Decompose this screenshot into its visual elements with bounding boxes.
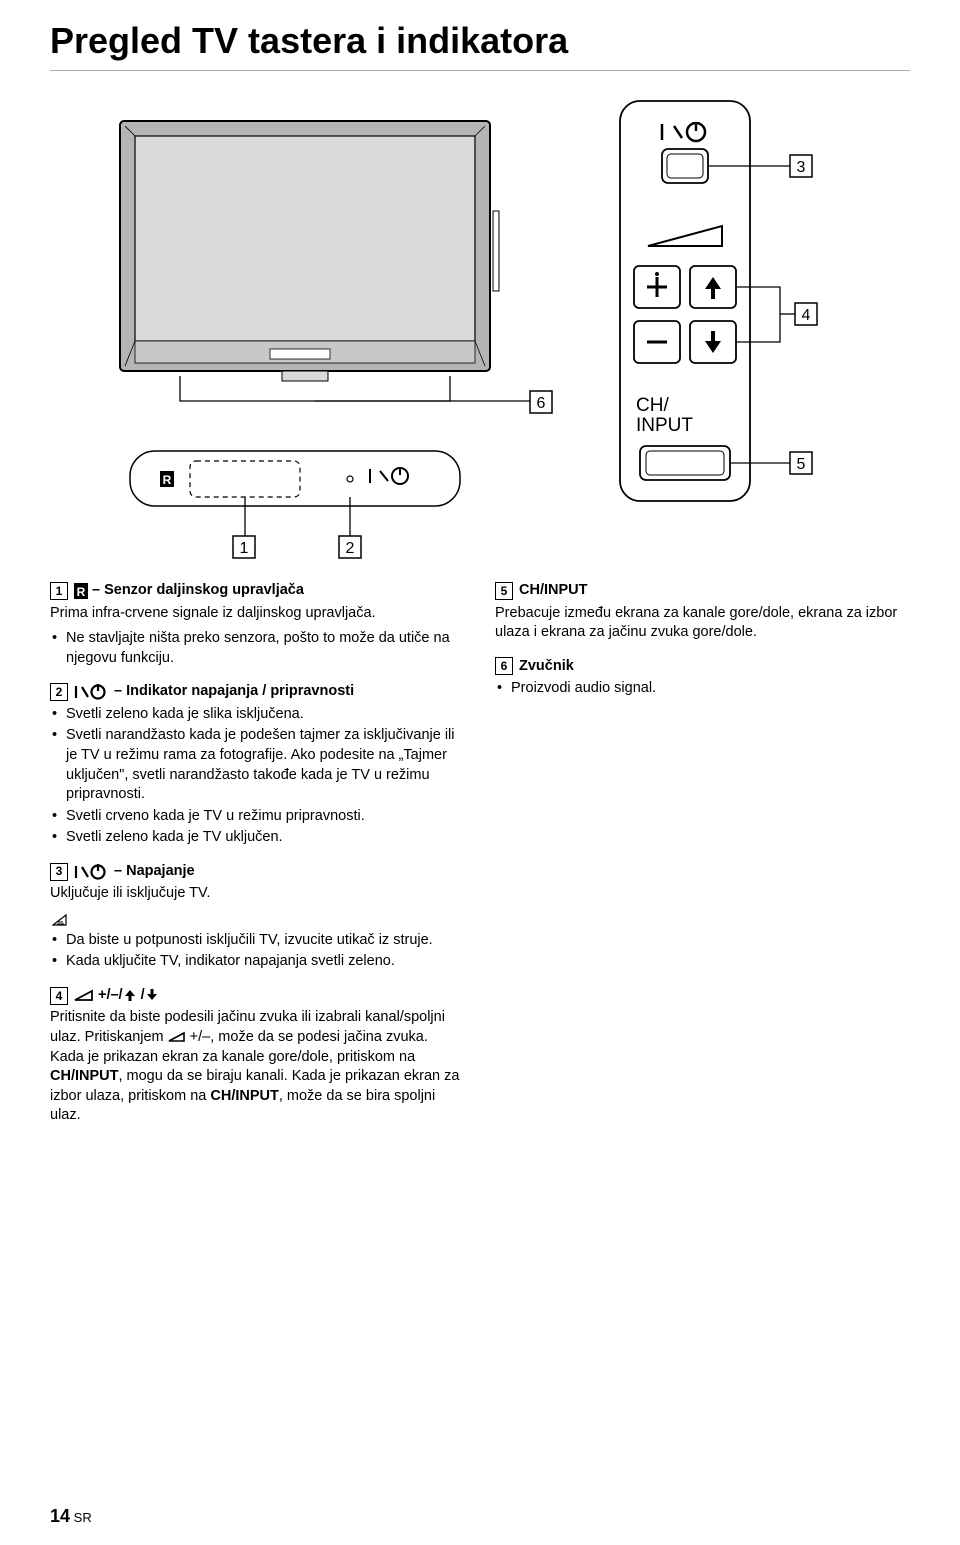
head-1: R – Senzor daljinskog upravljača: [74, 581, 304, 601]
left-column: 1 R – Senzor daljinskog upravljača Prima…: [50, 581, 465, 1140]
num-1: 1: [50, 582, 68, 600]
svg-text:CH/: CH/: [636, 395, 669, 416]
head-6: Zvučnik: [519, 657, 574, 677]
tv-illustration: [120, 121, 499, 381]
item-4: 4 +/–/ / Pritisnite da biste podesili ja…: [50, 986, 465, 1126]
head-1-text: – Senzor daljinskog upravljača: [92, 581, 304, 601]
front-panel-closeup: R 1 2: [130, 451, 460, 558]
description-columns: 1 R – Senzor daljinskog upravljača Prima…: [50, 581, 910, 1140]
head-3: – Napajanje: [74, 862, 195, 882]
svg-text:6: 6: [537, 395, 546, 412]
bullets-1: Ne stavljajte ništa preko senzora, pošto…: [50, 629, 465, 668]
bullet-2-1: Svetli narandžasto kada je podešen tajme…: [50, 726, 465, 804]
bullet-3-1: Kada uključite TV, indikator napajanja s…: [50, 952, 465, 972]
svg-text:INPUT: INPUT: [636, 415, 693, 436]
svg-text:5: 5: [797, 456, 806, 473]
body-3: Uključuje ili isključuje TV.: [50, 884, 465, 904]
num-4: 4: [50, 987, 68, 1005]
num-2: 2: [50, 683, 68, 701]
item-1: 1 R – Senzor daljinskog upravljača Prima…: [50, 581, 465, 668]
svg-text:3: 3: [797, 159, 806, 176]
bullets-2: Svetli zeleno kada je slika isključena. …: [50, 705, 465, 848]
button-panel: CH/ INPUT: [620, 101, 750, 501]
num-6: 6: [495, 657, 513, 675]
item-3: 3 – Napajanje Uključuje ili isključuje T…: [50, 862, 465, 972]
bullet-2-0: Svetli zeleno kada je slika isključena.: [50, 705, 465, 725]
svg-text:4: 4: [802, 307, 811, 324]
bullet-2-2: Svetli crveno kada je TV u režimu pripra…: [50, 807, 465, 827]
bullet-2-3: Svetli zeleno kada je TV uključen.: [50, 828, 465, 848]
svg-text:2: 2: [346, 540, 355, 557]
page-suffix: SR: [74, 1510, 92, 1525]
bullet-1-0: Ne stavljajte ništa preko senzora, pošto…: [50, 629, 465, 668]
head-5: CH/INPUT: [519, 581, 587, 601]
head-3-text: – Napajanje: [114, 862, 195, 882]
body-4: Pritisnite da biste podesili jačinu zvuk…: [50, 1008, 465, 1125]
item-2: 2 – Indikator napajanja / pripravnosti S…: [50, 682, 465, 848]
page-number: 14: [50, 1506, 70, 1526]
bullets-6: Proizvodi audio signal.: [495, 679, 910, 699]
head-2: – Indikator napajanja / pripravnosti: [74, 682, 354, 702]
num-5: 5: [495, 582, 513, 600]
body-1: Prima infra-crvene signale iz daljinskog…: [50, 604, 465, 624]
item-6: 6 Zvučnik Proizvodi audio signal.: [495, 657, 910, 699]
bullets-3: Da biste u potpunosti isključili TV, izv…: [50, 931, 465, 972]
power-icon: [74, 864, 110, 880]
page-footer: 14 SR: [50, 1506, 92, 1527]
power-icon: [74, 684, 110, 700]
title-underline: [50, 70, 910, 71]
up-arrow-icon: [123, 988, 137, 1002]
bullet-3-0: Da biste u potpunosti isključili TV, izv…: [50, 931, 465, 951]
down-arrow-icon: [145, 988, 159, 1002]
item-5: 5 CH/INPUT Prebacuje između ekrana za ka…: [495, 581, 910, 643]
svg-text:R: R: [163, 473, 172, 487]
tv-diagram: 6 R 1 2: [50, 91, 910, 561]
body-5: Prebacuje između ekrana za kanale gore/d…: [495, 604, 910, 643]
right-column: 5 CH/INPUT Prebacuje između ekrana za ka…: [495, 581, 910, 1140]
page-title: Pregled TV tastera i indikatora: [50, 20, 910, 62]
head-4-text: +/–/ /: [98, 986, 159, 1006]
num-3: 3: [50, 863, 68, 881]
remote-r-icon: R: [74, 583, 88, 599]
svg-text:1: 1: [240, 540, 249, 557]
bullet-6-0: Proizvodi audio signal.: [495, 679, 910, 699]
head-2-text: – Indikator napajanja / pripravnosti: [114, 682, 354, 702]
note-icon: [52, 910, 465, 929]
head-4: +/–/ /: [74, 986, 159, 1006]
volume-triangle-icon: [74, 989, 94, 1002]
callout-6-line: 6: [180, 376, 552, 413]
svg-text:R: R: [77, 585, 86, 599]
